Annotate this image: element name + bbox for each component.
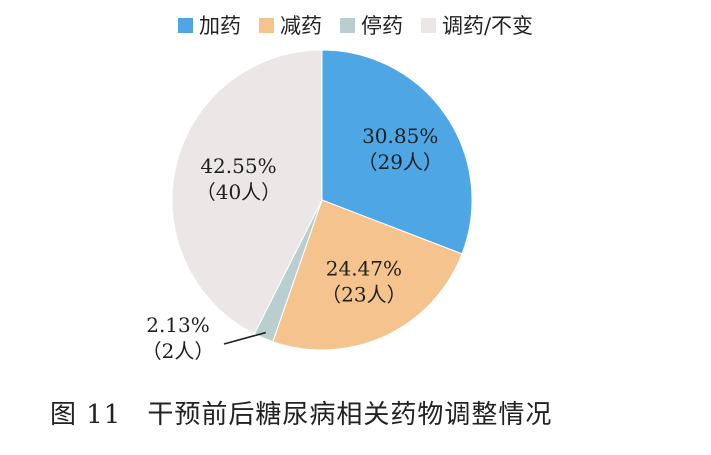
- legend-label-reduce: 减药: [279, 14, 322, 38]
- legend: 加药 减药 停药 调药/不变: [0, 10, 711, 40]
- slice-percent-label-adjust: 42.55%: [200, 154, 276, 178]
- legend-item-reduce: 减药: [258, 10, 322, 40]
- slice-count-label-reduce: （23人）: [321, 283, 406, 307]
- pie-slice-adjust: [171, 49, 323, 335]
- figure-caption: 图 11 干预前后糖尿病相关药物调整情况: [50, 394, 552, 431]
- legend-swatch-stop: [339, 17, 355, 33]
- legend-swatch-adjust: [420, 17, 436, 33]
- figure-number: 图 11: [50, 400, 122, 430]
- legend-label-adjust: 调药/不变: [441, 14, 534, 38]
- legend-item-adjust: 调药/不变: [420, 10, 534, 40]
- pie-slice-reduce: [272, 199, 463, 351]
- leader-line-stop: [223, 331, 266, 345]
- pie-chart: 30.85% （29人） 24.47% （23人） 2.13% （2人） 42.…: [142, 49, 473, 363]
- legend-label-stop: 停药: [360, 14, 403, 38]
- legend-item-stop: 停药: [339, 10, 403, 40]
- slice-percent-label-add: 30.85%: [362, 124, 438, 148]
- slice-percent-label-stop: 2.13%: [146, 313, 210, 337]
- legend-label-add: 加药: [198, 14, 241, 38]
- pie-slice-add: [321, 49, 473, 255]
- pie-slices: [171, 49, 473, 351]
- legend-swatch-add: [177, 17, 193, 33]
- legend-item-add: 加药: [177, 10, 241, 40]
- slice-count-label-stop: （2人）: [142, 339, 215, 363]
- slice-count-label-adjust: （40人）: [196, 180, 281, 204]
- slice-labels: 30.85% （29人） 24.47% （23人） 2.13% （2人） 42.…: [142, 124, 443, 363]
- slice-count-label-add: （29人）: [357, 150, 442, 174]
- legend-swatch-reduce: [258, 17, 274, 33]
- slice-percent-label-reduce: 24.47%: [326, 257, 402, 281]
- figure-title: 干预前后糖尿病相关药物调整情况: [147, 400, 553, 430]
